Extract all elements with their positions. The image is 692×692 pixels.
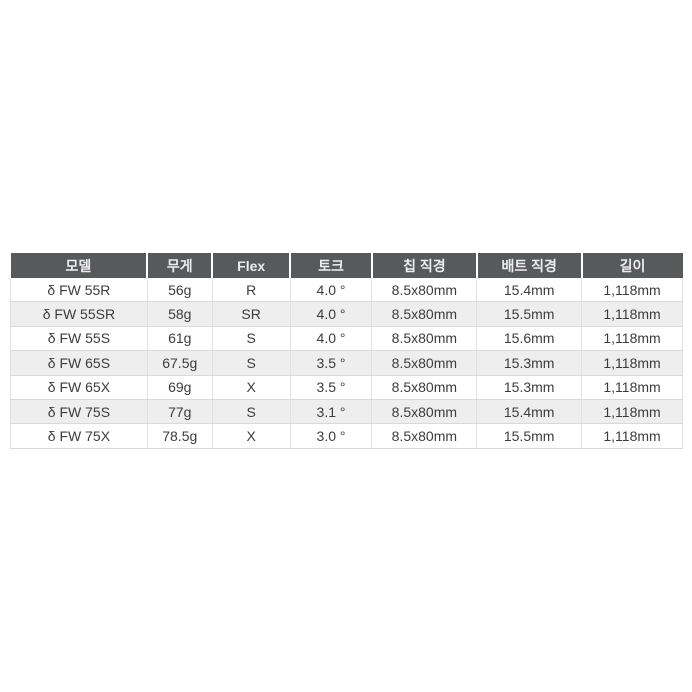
table-cell: 3.5 ° — [290, 375, 373, 400]
table-cell: X — [212, 423, 291, 449]
table-cell: 58g — [147, 301, 213, 327]
table-cell: 69g — [147, 375, 213, 400]
table-row: δ FW 65S 67.5g S 3.5 ° 8.5x80mm 15.3mm 1,118mm — [10, 350, 683, 376]
table-cell: 78.5g — [147, 423, 213, 449]
header-cell: Flex — [212, 253, 292, 278]
table-cell: 4.0 ° — [290, 301, 373, 327]
table-cell: 8.5x80mm — [371, 423, 478, 449]
table-cell: 4.0 ° — [290, 278, 373, 303]
table-cell: 61g — [147, 326, 213, 352]
spec-table: 모델 무게 Flex 토크 칩 직경 배트 직경 길이 δ FW 55R 56g R 4.0 ° 8… — [10, 253, 683, 449]
table-cell: S — [212, 399, 291, 425]
header-cell: 배트 직경 — [476, 253, 583, 278]
table-cell: 1,118mm — [581, 278, 683, 303]
shaft-spec-table-container: 모델 무게 Flex 토크 칩 직경 배트 직경 길이 δ FW 55R 56g R 4.0 ° 8… — [10, 253, 683, 449]
table-cell: δ FW 75X — [10, 423, 148, 449]
table-cell: 1,118mm — [581, 350, 683, 376]
table-cell: δ FW 55S — [10, 326, 148, 352]
table-cell: δ FW 55R — [10, 278, 148, 303]
table-row: δ FW 55SR 58g SR 4.0 ° 8.5x80mm 15.5mm 1,118mm — [10, 301, 683, 327]
table-cell: 8.5x80mm — [371, 301, 478, 327]
table-cell: 8.5x80mm — [371, 375, 478, 400]
table-cell: 67.5g — [147, 350, 213, 376]
table-row: δ FW 65X 69g X 3.5 ° 8.5x80mm 15.3mm 1,118mm — [10, 375, 683, 400]
table-cell: 15.5mm — [476, 301, 583, 327]
table-cell: 1,118mm — [581, 423, 683, 449]
table-cell: 8.5x80mm — [371, 350, 478, 376]
table-cell: 3.5 ° — [290, 350, 373, 376]
table-cell: 8.5x80mm — [371, 326, 478, 352]
header-cell: 토크 — [290, 253, 373, 278]
table-row: δ FW 55R 56g R 4.0 ° 8.5x80mm 15.4mm 1,118mm — [10, 278, 683, 303]
table-cell: 4.0 ° — [290, 326, 373, 352]
header-row: 모델 무게 Flex 토크 칩 직경 배트 직경 길이 — [10, 253, 683, 278]
table-row: δ FW 55S 61g S 4.0 ° 8.5x80mm 15.6mm 1,118mm — [10, 326, 683, 352]
header-cell: 모델 — [10, 253, 149, 278]
header-cell: 칩 직경 — [371, 253, 478, 278]
header-cell: 무게 — [147, 253, 214, 278]
table-cell: 15.3mm — [476, 375, 583, 400]
table-cell: 15.3mm — [476, 350, 583, 376]
table-cell: 15.5mm — [476, 423, 583, 449]
table-cell: S — [212, 350, 291, 376]
table-cell: δ FW 55SR — [10, 301, 148, 327]
table-cell: 77g — [147, 399, 213, 425]
table-cell: δ FW 65X — [10, 375, 148, 400]
table-row: δ FW 75X 78.5g X 3.0 ° 8.5x80mm 15.5mm 1,118mm — [10, 423, 683, 449]
table-cell: 15.4mm — [476, 278, 583, 303]
table-cell: δ FW 75S — [10, 399, 148, 425]
spec-table-body: δ FW 55R 56g R 4.0 ° 8.5x80mm 15.4mm 1,118mm δ … — [10, 278, 683, 449]
table-cell: 1,118mm — [581, 326, 683, 352]
table-cell: 3.0 ° — [290, 423, 373, 449]
table-cell: 15.4mm — [476, 399, 583, 425]
table-cell: X — [212, 375, 291, 400]
table-cell: 1,118mm — [581, 399, 683, 425]
table-cell: 8.5x80mm — [371, 278, 478, 303]
table-row: δ FW 75S 77g S 3.1 ° 8.5x80mm 15.4mm 1,118mm — [10, 399, 683, 425]
table-cell: 56g — [147, 278, 213, 303]
table-cell: R — [212, 278, 291, 303]
header-cell: 길이 — [581, 253, 683, 278]
table-cell: SR — [212, 301, 291, 327]
table-cell: 15.6mm — [476, 326, 583, 352]
table-cell: 3.1 ° — [290, 399, 373, 425]
table-cell: 1,118mm — [581, 375, 683, 400]
table-cell: δ FW 65S — [10, 350, 148, 376]
table-cell: 8.5x80mm — [371, 399, 478, 425]
spec-table-head: 모델 무게 Flex 토크 칩 직경 배트 직경 길이 — [10, 253, 683, 278]
table-cell: 1,118mm — [581, 301, 683, 327]
table-cell: S — [212, 326, 291, 352]
